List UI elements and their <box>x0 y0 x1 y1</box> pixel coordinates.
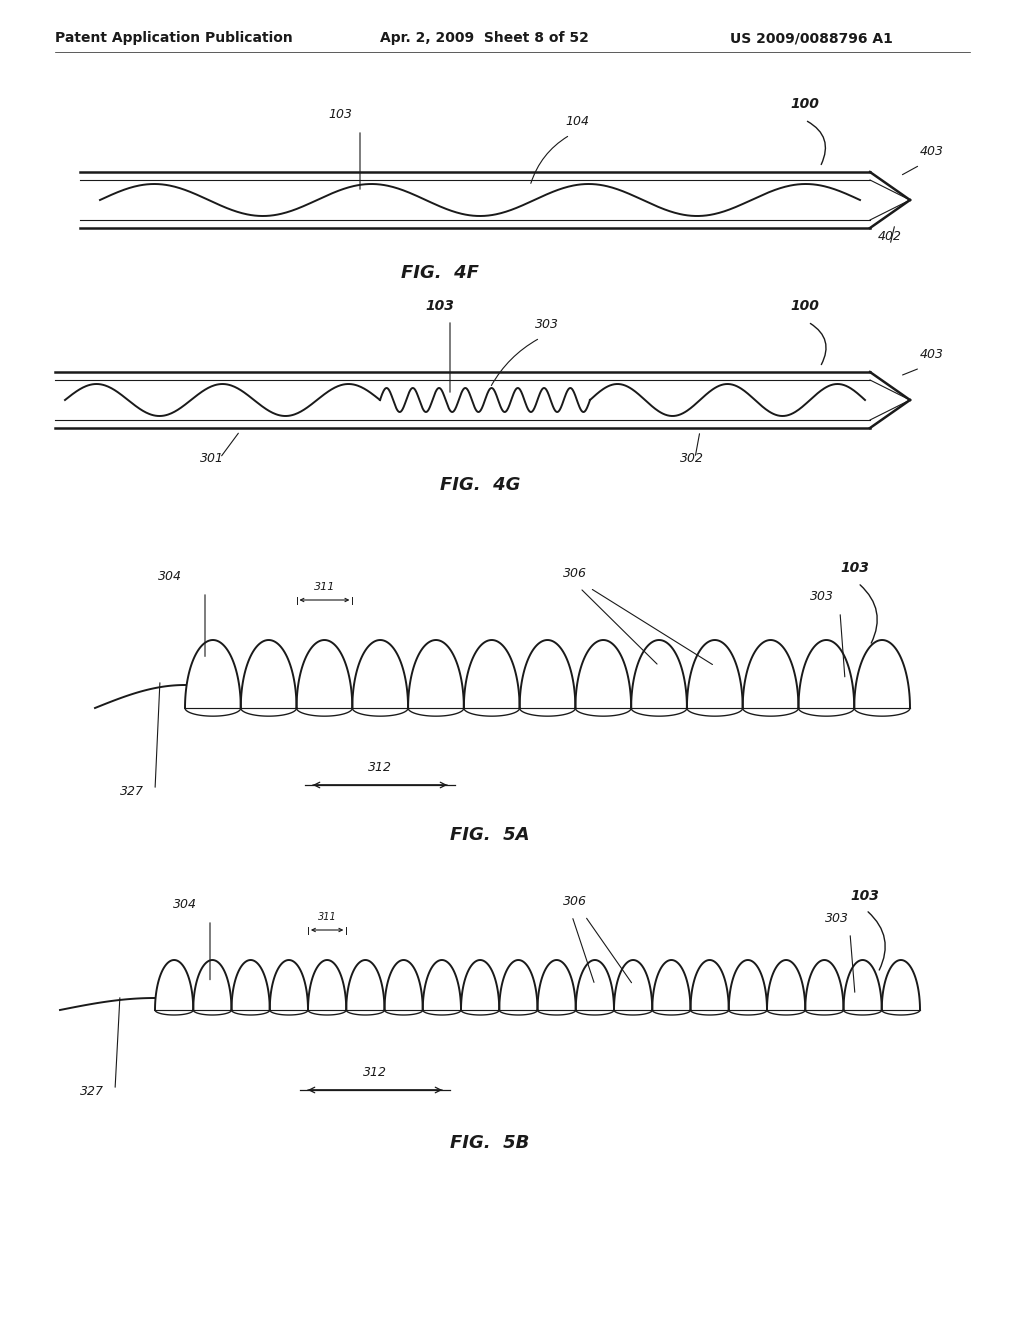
Text: 100: 100 <box>790 96 819 111</box>
Text: 306: 306 <box>563 568 587 579</box>
Text: Apr. 2, 2009  Sheet 8 of 52: Apr. 2, 2009 Sheet 8 of 52 <box>380 30 589 45</box>
Text: 301: 301 <box>200 451 224 465</box>
Text: 403: 403 <box>920 145 944 158</box>
Text: Patent Application Publication: Patent Application Publication <box>55 30 293 45</box>
Text: 103: 103 <box>850 888 879 903</box>
Text: 312: 312 <box>368 762 392 774</box>
Text: 304: 304 <box>158 570 182 583</box>
Text: FIG.  5B: FIG. 5B <box>451 1134 529 1152</box>
Text: 312: 312 <box>362 1067 387 1078</box>
Text: 303: 303 <box>535 318 559 331</box>
Text: FIG.  5A: FIG. 5A <box>451 826 529 843</box>
Text: 306: 306 <box>563 895 587 908</box>
Text: 327: 327 <box>80 1085 104 1098</box>
Text: FIG.  4G: FIG. 4G <box>440 477 520 494</box>
Text: 304: 304 <box>173 898 197 911</box>
Text: 100: 100 <box>790 300 819 313</box>
Text: 303: 303 <box>825 912 849 925</box>
Text: 311: 311 <box>317 912 337 921</box>
Text: 302: 302 <box>680 451 705 465</box>
Text: 402: 402 <box>878 230 902 243</box>
Text: 103: 103 <box>840 561 869 576</box>
Text: US 2009/0088796 A1: US 2009/0088796 A1 <box>730 30 893 45</box>
Text: 303: 303 <box>810 590 834 603</box>
Text: 311: 311 <box>313 582 335 591</box>
Text: FIG.  4F: FIG. 4F <box>401 264 479 282</box>
Text: 103: 103 <box>328 108 352 121</box>
Text: 327: 327 <box>120 785 144 799</box>
Text: 104: 104 <box>565 115 589 128</box>
Text: 403: 403 <box>920 348 944 360</box>
Text: 103: 103 <box>425 300 454 313</box>
